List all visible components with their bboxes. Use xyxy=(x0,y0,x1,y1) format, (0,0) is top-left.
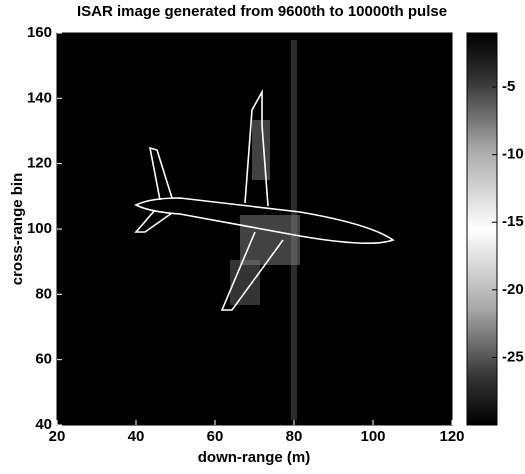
colorbar-tick-label: -5 xyxy=(502,78,515,95)
x-tick-label: 40 xyxy=(128,428,145,445)
image xyxy=(57,33,452,425)
x-tick-label: 80 xyxy=(286,428,303,445)
x-tick-label: 60 xyxy=(207,428,224,445)
x-axis-label: down-range (m) xyxy=(198,449,311,466)
x-tick-label: 20 xyxy=(49,428,66,445)
aircraft-image xyxy=(134,40,395,420)
y-tick-label: 100 xyxy=(27,220,52,237)
colorbar xyxy=(466,32,498,426)
y-tick-label: 120 xyxy=(27,155,52,172)
y-tick-label: 140 xyxy=(27,89,52,106)
x-tick-label: 120 xyxy=(439,428,464,445)
colorbar-tick-label: -10 xyxy=(502,146,524,163)
y-tick-label: 160 xyxy=(27,24,52,41)
y-tick-label: 80 xyxy=(35,285,52,302)
y-tick-label: 60 xyxy=(35,351,52,368)
y-axis-label: cross-range bin xyxy=(9,173,26,286)
y-tick-label: 40 xyxy=(35,416,52,433)
colorbar-tick-label: -20 xyxy=(502,281,524,298)
x-tick-label: 100 xyxy=(360,428,385,445)
colorbar-tick-label: -25 xyxy=(502,348,524,365)
chart-title: ISAR image generated from 9600th to 1000… xyxy=(77,3,447,20)
colorbar-tick-label: -15 xyxy=(502,213,524,230)
